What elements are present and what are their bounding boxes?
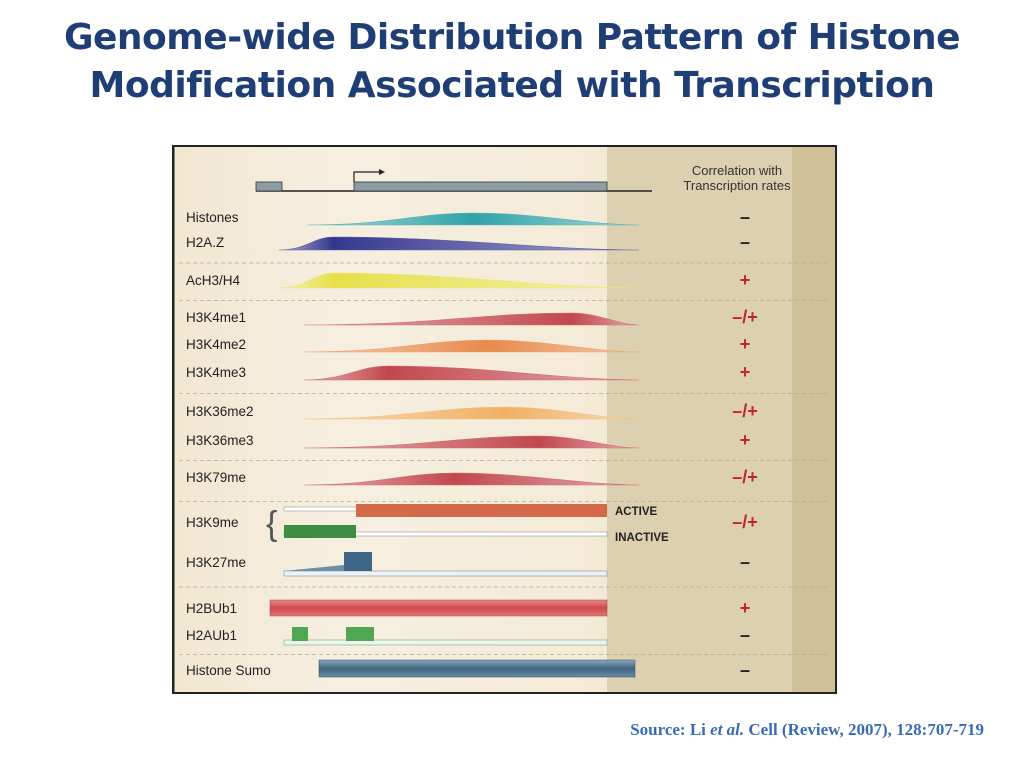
correlation-h3k27me: –	[740, 552, 750, 572]
profile-h3k36me3	[304, 435, 640, 449]
right-edge-band	[792, 147, 835, 692]
profile-h3k4me2	[304, 339, 640, 353]
header-line-2: Transcription rates	[683, 178, 791, 193]
h3k27me-peak	[344, 552, 372, 571]
slide-title: Genome-wide Distribution Pattern of Hist…	[0, 14, 1024, 110]
profile-h3k4me1	[304, 312, 640, 326]
correlation-h3k4me1: –/+	[732, 307, 758, 327]
profile-h2a-z	[278, 236, 640, 251]
correlation-histone-sumo: –	[740, 660, 750, 680]
histone-sumo-bar	[318, 659, 636, 678]
row-label-h3k36me3: H3K36me3	[186, 433, 254, 448]
row-label-h3k4me1: H3K4me1	[186, 310, 246, 325]
h2bub1-bar	[269, 599, 608, 617]
title-line-2: Modification Associated with Transcripti…	[89, 65, 935, 106]
h3k9me-inactive-bar	[284, 525, 356, 538]
h2aub1-peak-1	[292, 627, 308, 641]
h3k27me-baseline	[283, 570, 608, 577]
row-label-histone-sumo: Histone Sumo	[186, 663, 271, 678]
row-label-h3k36me2: H3K36me2	[186, 404, 254, 419]
row-label-h2bub1: H2BUb1	[186, 601, 237, 616]
h3k9me-active-bar	[356, 504, 607, 517]
histone-modification-figure: Correlation with Transcription rates His…	[172, 145, 837, 694]
inactive-label: INACTIVE	[615, 532, 669, 544]
row-label-h2a-z: H2A.Z	[186, 235, 224, 250]
active-label: ACTIVE	[615, 506, 658, 518]
figure-canvas: Correlation with Transcription rates His…	[174, 147, 835, 692]
correlation-h3k9me: –/+	[732, 512, 758, 532]
source-prefix: Source: Li	[630, 720, 711, 739]
correlation-h2a-z: –	[740, 232, 750, 252]
row-label-h3k4me2: H3K4me2	[186, 337, 246, 352]
correlation-h2aub1: –	[740, 625, 750, 645]
row-label-h3k27me: H3K27me	[186, 555, 246, 570]
h3k27me-ramp	[284, 565, 344, 571]
row-label-ach3-h4: AcH3/H4	[186, 273, 241, 288]
h2aub1-peak-2	[346, 627, 374, 641]
h2aub1-baseline	[283, 639, 608, 646]
correlation-h3k4me2: +	[740, 334, 751, 354]
correlation-histones: –	[740, 207, 750, 227]
source-italic: et al.	[710, 720, 745, 739]
correlation-h3k36me2: –/+	[732, 401, 758, 421]
correlation-h2bub1: +	[740, 598, 751, 618]
tss-arrow-icon	[353, 171, 379, 182]
gene-model	[255, 169, 652, 192]
correlation-h3k4me3: +	[740, 362, 751, 382]
source-citation: Source: Li et al. Cell (Review, 2007), 1…	[630, 720, 984, 740]
correlation-h3k36me3: +	[740, 430, 751, 450]
profile-h3k79me	[304, 472, 640, 486]
profile-histones	[307, 212, 640, 226]
header-line-1: Correlation with	[692, 163, 782, 178]
row-label-histones: Histones	[186, 210, 239, 225]
correlation-h3k79me: –/+	[732, 467, 758, 487]
exon-1	[255, 181, 283, 192]
h3k9me-brace: {	[266, 505, 277, 543]
row-label-h2aub1: H2AUb1	[186, 628, 237, 643]
profile-ach3-h4	[278, 272, 640, 289]
exon-2	[353, 181, 608, 192]
profile-h3k4me3	[304, 365, 640, 381]
title-line-1: Genome-wide Distribution Pattern of Hist…	[63, 17, 961, 58]
source-suffix: Cell (Review, 2007), 128:707-719	[744, 720, 984, 739]
correlation-ach3-h4: +	[740, 270, 751, 290]
row-label-h3k9me: H3K9me	[186, 515, 239, 530]
profile-h3k36me2	[304, 406, 640, 420]
row-label-h3k79me: H3K79me	[186, 470, 246, 485]
modification-rows: Histones – H2A.Z – AcH3/H4 + H3K4me1 –/+ H3K4me2…	[179, 207, 829, 680]
row-label-h3k4me3: H3K4me3	[186, 365, 246, 380]
